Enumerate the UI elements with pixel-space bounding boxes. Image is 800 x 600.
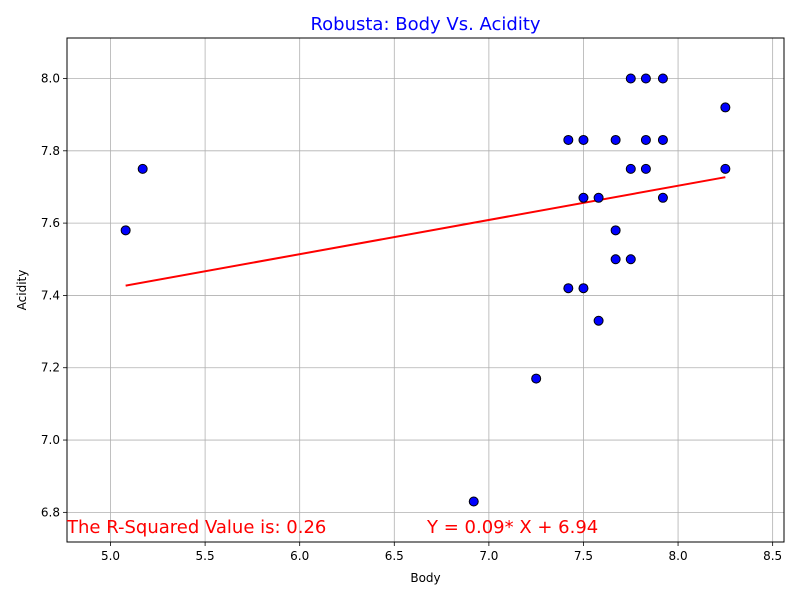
data-point	[640, 134, 651, 145]
data-point	[720, 102, 731, 113]
data-point	[137, 163, 148, 174]
y-tick-labels: 6.8 7.0 7.2 7.4 7.6 7.8 8.0	[41, 71, 60, 519]
x-tick-label: 7.5	[574, 549, 593, 563]
data-point	[625, 73, 636, 84]
y-axis-label: Acidity	[15, 270, 29, 311]
x-tick-label: 8.0	[669, 549, 688, 563]
y-tick-label: 7.2	[41, 361, 60, 375]
data-point	[468, 496, 479, 507]
x-tick-label: 7.0	[479, 549, 498, 563]
regression-line	[125, 176, 726, 287]
data-point	[625, 254, 636, 265]
data-point	[657, 192, 668, 203]
x-tick-labels: 5.0 5.5 6.0 6.5 7.0 7.5 8.0 8.5	[101, 549, 782, 563]
data-point	[593, 315, 604, 326]
chart-title: Robusta: Body Vs. Acidity	[310, 14, 540, 35]
x-axis-label: Body	[410, 571, 440, 585]
data-point	[563, 283, 574, 294]
data-point	[578, 192, 589, 203]
points-layer	[120, 73, 731, 507]
y-tick-label: 6.8	[41, 505, 60, 519]
data-point	[657, 73, 668, 84]
data-point	[720, 163, 731, 174]
data-point	[640, 73, 651, 84]
ticks	[63, 78, 774, 546]
data-point	[625, 163, 636, 174]
regression-equation-annotation: Y = 0.09* X + 6.94	[426, 517, 598, 538]
r-squared-annotation: The R-Squared Value is: 0.26	[66, 517, 326, 538]
x-tick-label: 5.5	[196, 549, 215, 563]
data-point	[120, 225, 131, 236]
y-tick-label: 7.6	[41, 216, 60, 230]
x-tick-label: 8.5	[763, 549, 782, 563]
data-point	[610, 134, 621, 145]
data-point	[640, 163, 651, 174]
data-point	[610, 225, 621, 236]
y-tick-label: 7.8	[41, 144, 60, 158]
x-tick-label: 6.5	[385, 549, 404, 563]
x-tick-label: 5.0	[101, 549, 120, 563]
data-point	[657, 134, 668, 145]
data-point	[578, 134, 589, 145]
y-tick-label: 8.0	[41, 71, 60, 85]
data-point	[563, 134, 574, 145]
y-tick-label: 7.0	[41, 433, 60, 447]
data-point	[578, 283, 589, 294]
x-tick-label: 6.0	[290, 549, 309, 563]
plot-frame	[66, 37, 785, 543]
regression-layer	[125, 176, 726, 287]
y-tick-label: 7.4	[41, 288, 60, 302]
data-point	[610, 254, 621, 265]
data-point	[531, 373, 542, 384]
data-point	[593, 192, 604, 203]
